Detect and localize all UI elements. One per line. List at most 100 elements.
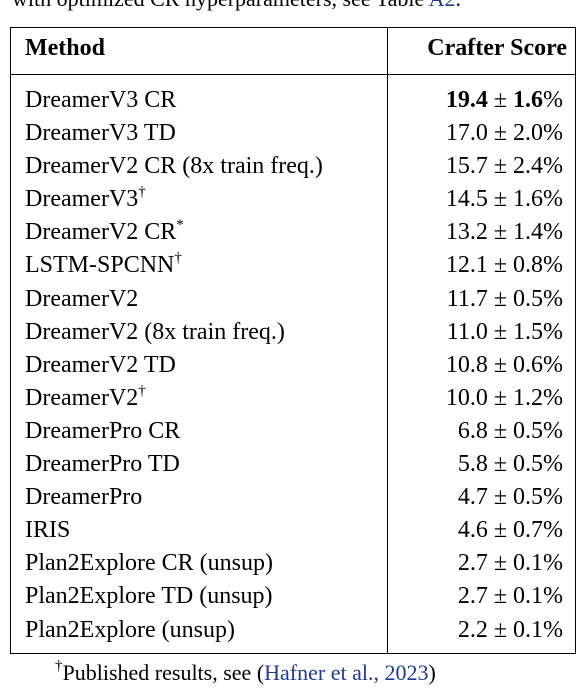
- method-name: IRIS: [25, 517, 71, 544]
- method-cell: Plan2Explore TD (unsup): [25, 580, 273, 613]
- score-mean: 14.5: [445, 186, 488, 213]
- score-mean: 13.2: [445, 219, 488, 246]
- header-method: Method: [25, 35, 105, 61]
- score-unit: %: [543, 87, 563, 113]
- score-unit: %: [543, 517, 563, 544]
- score-unit: %: [543, 484, 563, 511]
- score-std: 0.7: [513, 517, 543, 544]
- score-cell: 14.5 ± 1.6%: [446, 183, 563, 216]
- method-name: DreamerV3: [25, 186, 139, 213]
- table-row: LSTM-SPCNN† 12.1 ± 0.8%: [11, 249, 575, 282]
- score-unit: %: [543, 550, 563, 577]
- score-cell: 13.2 ± 1.4%: [446, 216, 563, 249]
- column-divider: [387, 28, 388, 653]
- citation-link[interactable]: Hafner et al., 2023: [264, 660, 429, 685]
- score-std: 0.1: [513, 550, 543, 577]
- score-cell: 2.7 ± 0.1%: [458, 580, 563, 613]
- method-name: Plan2Explore (unsup): [25, 616, 235, 643]
- method-cell: LSTM-SPCNN†: [25, 249, 182, 282]
- method-name: DreamerPro CR: [25, 417, 181, 444]
- score-mean: 5.8: [457, 451, 488, 478]
- method-name: DreamerV2 CR (8x train freq.): [25, 153, 323, 180]
- score-std: 2.0: [513, 120, 543, 147]
- table-row: DreamerV2 CR* 13.2 ± 1.4%: [11, 216, 575, 249]
- score-mean: 2.2: [457, 616, 488, 643]
- results-table: Method Crafter Score DreamerV3 CR 19.4 ± …: [10, 27, 576, 654]
- score-unit: %: [543, 318, 563, 345]
- score-pm: ±: [487, 484, 513, 511]
- method-name: DreamerV2: [25, 285, 139, 312]
- score-std: 1.4: [513, 219, 543, 246]
- method-name: DreamerV2 CR: [25, 219, 177, 246]
- score-pm: ±: [487, 219, 513, 246]
- method-cell: DreamerV2 TD: [25, 349, 176, 382]
- score-cell: 4.6 ± 0.7%: [458, 514, 563, 547]
- score-unit: %: [543, 252, 563, 279]
- method-name: DreamerV2: [25, 384, 139, 411]
- score-unit: %: [543, 351, 563, 378]
- score-pm: ±: [487, 351, 513, 378]
- score-unit: %: [543, 616, 563, 643]
- method-superscript: †: [138, 382, 146, 399]
- score-std: 0.5: [513, 285, 543, 312]
- score-pm: ±: [487, 87, 513, 113]
- table-row: DreamerV2 11.7 ± 0.5%: [11, 283, 575, 316]
- top-caption-end: .: [455, 0, 461, 11]
- score-std: 0.1: [513, 616, 543, 643]
- score-pm: ±: [487, 384, 513, 411]
- method-name: LSTM-SPCNN: [25, 252, 175, 279]
- method-cell: Plan2Explore (unsup): [25, 614, 235, 647]
- method-cell: DreamerPro TD: [25, 448, 180, 481]
- score-unit: %: [543, 285, 563, 312]
- score-cell: 15.7 ± 2.4%: [446, 150, 563, 183]
- method-cell: DreamerV3†: [25, 183, 146, 216]
- score-unit: %: [543, 583, 563, 610]
- score-cell: 19.4 ± 1.6%: [446, 84, 563, 117]
- score-unit: %: [543, 153, 563, 180]
- score-mean: 4.6: [457, 517, 488, 544]
- table-reference-link[interactable]: A2: [429, 0, 456, 11]
- method-superscript: †: [138, 184, 146, 201]
- score-unit: %: [543, 451, 563, 478]
- method-cell: IRIS: [25, 514, 70, 547]
- method-cell: DreamerV2 (8x train freq.): [25, 316, 285, 349]
- score-std: 1.2: [513, 384, 543, 411]
- footnote-end: ): [428, 660, 436, 685]
- table-row: DreamerPro 4.7 ± 0.5%: [11, 481, 575, 514]
- score-mean: 19.4: [445, 87, 488, 113]
- table-row: DreamerV3† 14.5 ± 1.6%: [11, 183, 575, 216]
- method-cell: Plan2Explore CR (unsup): [25, 547, 273, 580]
- table-row: DreamerV3 CR 19.4 ± 1.6%: [11, 84, 575, 117]
- method-cell: DreamerV2: [25, 283, 138, 316]
- method-name: DreamerV2 TD: [25, 351, 176, 378]
- table-row: DreamerV2 TD 10.8 ± 0.6%: [11, 349, 575, 382]
- score-std: 2.4: [513, 153, 543, 180]
- footnote-dagger: †: [55, 658, 63, 674]
- score-std: 0.5: [513, 417, 543, 444]
- score-std: 1.6: [513, 186, 543, 213]
- score-mean: 2.7: [457, 550, 488, 577]
- score-pm: ±: [487, 252, 513, 279]
- score-mean: 10.8: [445, 351, 488, 378]
- score-std: 1.6: [513, 87, 543, 113]
- score-cell: 17.0 ± 2.0%: [446, 117, 563, 150]
- score-mean: 2.7: [457, 583, 488, 610]
- score-mean: 11.7: [446, 285, 488, 312]
- method-name: DreamerPro TD: [25, 451, 180, 478]
- score-cell: 11.7 ± 0.5%: [447, 283, 563, 316]
- table-row: DreamerV2 CR (8x train freq.) 15.7 ± 2.4%: [11, 150, 575, 183]
- table-body: DreamerV3 CR 19.4 ± 1.6% DreamerV3 TD 17.0 …: [11, 84, 575, 647]
- score-pm: ±: [487, 417, 513, 444]
- score-pm: ±: [487, 186, 513, 213]
- table-header: Method Crafter Score: [11, 28, 575, 75]
- score-cell: 2.7 ± 0.1%: [458, 547, 563, 580]
- score-mean: 11.0: [446, 318, 488, 345]
- score-std: 0.5: [513, 451, 543, 478]
- method-cell: DreamerPro CR: [25, 415, 180, 448]
- header-crafter-score: Crafter Score: [427, 35, 567, 61]
- score-pm: ±: [487, 153, 513, 180]
- table-row: DreamerPro CR 6.8 ± 0.5%: [11, 415, 575, 448]
- method-cell: DreamerPro: [25, 481, 142, 514]
- score-unit: %: [543, 186, 563, 213]
- table-row: IRIS 4.6 ± 0.7%: [11, 514, 575, 547]
